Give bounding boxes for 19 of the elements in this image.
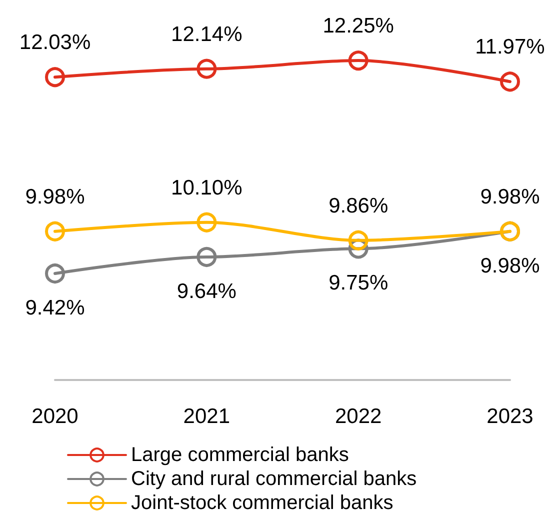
x-tick-label: 2023 xyxy=(486,405,534,428)
legend-label: Joint-stock commercial banks xyxy=(131,492,394,514)
data-label: 9.42% xyxy=(25,296,85,320)
x-tick-label: 2022 xyxy=(334,405,382,428)
data-label: 9.98% xyxy=(480,254,540,278)
legend-label: City and rural commercial banks xyxy=(131,468,417,490)
data-label: 9.75% xyxy=(328,272,388,295)
data-label: 11.97% xyxy=(475,36,545,59)
legend-label: Large commercial banks xyxy=(131,444,349,466)
x-tick-label: 2021 xyxy=(183,405,230,428)
data-label: 9.86% xyxy=(328,194,388,218)
data-label: 9.98% xyxy=(480,185,540,208)
data-label: 9.64% xyxy=(176,280,236,303)
data-label: 12.03% xyxy=(19,31,91,54)
data-label: 9.98% xyxy=(25,185,85,208)
data-label: 12.25% xyxy=(322,14,394,38)
data-label: 10.10% xyxy=(171,176,242,200)
x-tick-label: 2020 xyxy=(32,405,78,428)
data-label: 12.14% xyxy=(171,22,242,46)
